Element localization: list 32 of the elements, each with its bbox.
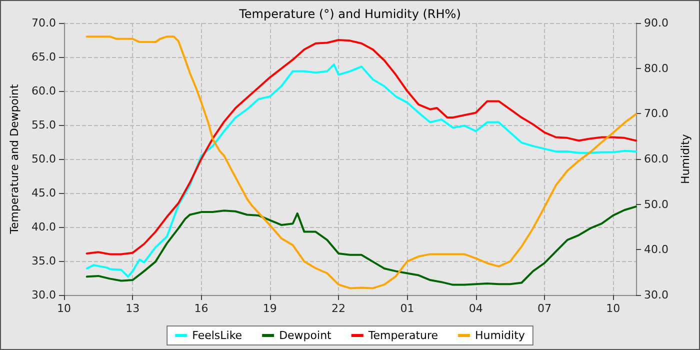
- x-tick-label: 22: [332, 302, 346, 315]
- legend-label: Humidity: [475, 329, 526, 342]
- x-tick-label: 13: [126, 302, 140, 315]
- y2-tick-label: 30.0: [644, 288, 668, 302]
- y-axis-title: Temperature and Dewpoint: [8, 83, 21, 235]
- legend-label: FeelsLike: [192, 329, 242, 342]
- y-tick-label: 45.0: [32, 186, 56, 200]
- y-tick-label: 70.0: [32, 16, 56, 30]
- y-tick-label: 40.0: [32, 220, 56, 234]
- x-tick-label: 10: [606, 302, 620, 315]
- y2-tick-label: 80.0: [644, 62, 668, 75]
- x-tick-label: 16: [194, 302, 208, 315]
- x-tick-label: 07: [537, 302, 552, 315]
- y-tick-label: 35.0: [32, 254, 56, 268]
- y2-tick-label: 50.0: [644, 198, 668, 211]
- y-tick-label: 50.0: [32, 152, 56, 166]
- legend-label: Temperature: [367, 329, 438, 342]
- x-tick-label: 04: [468, 302, 483, 315]
- y-tick-label: 30.0: [32, 288, 56, 302]
- x-tick-label: 19: [262, 302, 277, 315]
- y-tick-label: 55.0: [32, 118, 56, 132]
- y2-tick-label: 90.0: [644, 16, 668, 30]
- y2-tick-label: 70.0: [644, 107, 668, 120]
- y2-axis-title: Humidity: [679, 134, 692, 184]
- x-tick-label: 01: [400, 302, 414, 315]
- y-tick-label: 65.0: [32, 50, 56, 64]
- legend-label: Dewpoint: [279, 329, 332, 342]
- y-tick-label: 60.0: [32, 84, 56, 98]
- y2-tick-label: 60.0: [644, 152, 668, 166]
- chart-title: Temperature (°) and Humidity (RH%): [238, 7, 461, 21]
- y2-tick-label: 40.0: [644, 243, 668, 256]
- x-tick-label: 10: [57, 302, 71, 315]
